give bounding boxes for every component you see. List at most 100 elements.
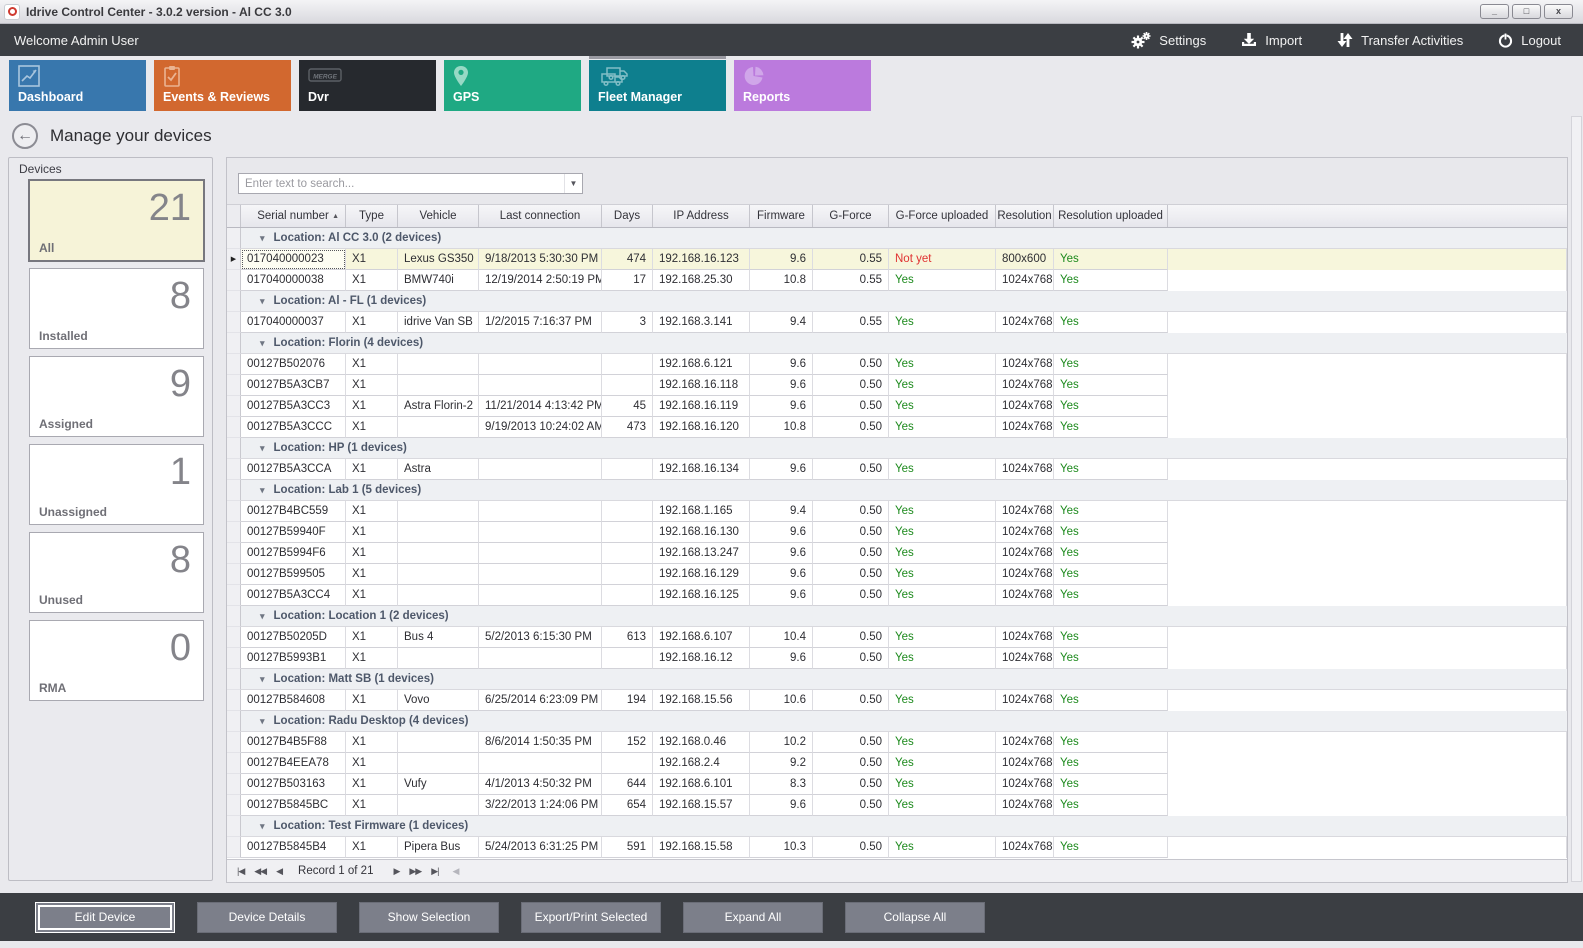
sidebar-card-rma[interactable]: 0 RMA <box>29 620 204 701</box>
pager-prev-icon[interactable]: ◀ <box>276 865 283 876</box>
collapse-group-icon[interactable]: ▾ <box>260 337 265 348</box>
row-filler <box>1168 627 1567 648</box>
device-row[interactable]: 00127B584608 X1 Vovo 6/25/2014 6:23:09 PM 19… <box>227 690 1567 711</box>
device-row[interactable]: 00127B5A3CCA X1 Astra 192.168.16.134 9.6 0.50… <box>227 459 1567 480</box>
device-row[interactable]: 00127B50205D X1 Bus 4 5/2/2013 6:15:30 PM 61… <box>227 627 1567 648</box>
expand-all-button[interactable]: Expand All <box>683 901 823 933</box>
column-header-last-connection[interactable]: Last connection <box>479 205 602 227</box>
collapse-group-icon[interactable]: ▾ <box>260 442 265 453</box>
cell-resolution: 1024x768 <box>996 564 1054 585</box>
group-row[interactable]: ▾ Location: Al CC 3.0 (2 devices) <box>227 228 1567 249</box>
collapse-group-icon[interactable]: ▾ <box>260 673 265 684</box>
collapse-group-icon[interactable]: ▾ <box>260 484 265 495</box>
edit-device-button[interactable]: Edit Device <box>35 901 175 933</box>
group-row[interactable]: ▾ Location: Test Firmware (1 devices) <box>227 816 1567 837</box>
device-row[interactable]: 00127B503163 X1 Vufy 4/1/2013 4:50:32 PM 644… <box>227 774 1567 795</box>
group-row[interactable]: ▾ Location: Matt SB (1 devices) <box>227 669 1567 690</box>
device-row[interactable]: 017040000037 X1 idrive Van SB 1/2/2015 7:16… <box>227 312 1567 333</box>
sidebar-card-installed[interactable]: 8 Installed <box>29 268 204 349</box>
device-row[interactable]: 00127B4BC559 X1 192.168.1.165 9.4 0.50 Yes 102… <box>227 501 1567 522</box>
device-row[interactable]: 00127B502076 X1 192.168.6.121 9.6 0.50 Yes 102… <box>227 354 1567 375</box>
column-header-type[interactable]: Type <box>346 205 398 227</box>
cell-days <box>602 522 653 543</box>
device-details-button[interactable]: Device Details <box>197 901 337 933</box>
tab-events-reviews[interactable]: Events & Reviews <box>154 60 291 111</box>
tab-dvr[interactable]: MERGE Dvr <box>299 60 436 111</box>
cell-g-force: 0.55 <box>813 249 889 270</box>
cell-resolution-uploaded: Yes <box>1054 690 1168 711</box>
cell-firmware: 9.4 <box>750 312 813 333</box>
transfer-activities-button[interactable]: Transfer Activities <box>1336 31 1463 49</box>
column-header-resolution-uploaded[interactable]: Resolution uploaded <box>1054 205 1168 227</box>
logout-button[interactable]: Logout <box>1497 32 1561 49</box>
tab-gps[interactable]: GPS <box>444 60 581 111</box>
column-header-g-force[interactable]: G-Force <box>813 205 889 227</box>
tab-reports[interactable]: Reports <box>734 60 871 111</box>
device-row[interactable]: 00127B5A3CC4 X1 192.168.16.125 9.6 0.50 Yes 10… <box>227 585 1567 606</box>
cell-g-force-uploaded: Yes <box>889 690 996 711</box>
column-header-g-force-uploaded[interactable]: G-Force uploaded <box>889 205 996 227</box>
pager-last-icon[interactable]: ▶| <box>431 865 439 876</box>
device-row[interactable]: 00127B59940F X1 192.168.16.130 9.6 0.50 Yes 10… <box>227 522 1567 543</box>
import-button[interactable]: Import <box>1240 31 1302 49</box>
row-indicator-cell <box>227 396 241 417</box>
column-header-vehicle[interactable]: Vehicle <box>398 205 479 227</box>
back-button[interactable]: ← <box>12 123 38 149</box>
device-row[interactable]: 00127B5993B1 X1 192.168.16.12 9.6 0.50 Yes 102… <box>227 648 1567 669</box>
search-dropdown-arrow-icon[interactable]: ▼ <box>564 174 582 193</box>
cell-last-connection <box>479 648 602 669</box>
collapse-group-icon[interactable]: ▾ <box>260 232 265 243</box>
device-row[interactable]: 00127B4B5F88 X1 8/6/2014 1:50:35 PM 152 192.… <box>227 732 1567 753</box>
settings-button[interactable]: Settings <box>1130 31 1206 49</box>
collapse-group-icon[interactable]: ▾ <box>260 820 265 831</box>
column-header-ip-address[interactable]: IP Address <box>653 205 750 227</box>
column-header-firmware[interactable]: Firmware <box>750 205 813 227</box>
device-row[interactable]: 00127B599505 X1 192.168.16.129 9.6 0.50 Yes 10… <box>227 564 1567 585</box>
sidebar-card-assigned[interactable]: 9 Assigned <box>29 356 204 437</box>
tab-dashboard[interactable]: Dashboard <box>9 60 146 111</box>
pager-hscroll-icon[interactable]: ◀ <box>452 865 460 876</box>
group-row[interactable]: ▾ Location: Location 1 (2 devices) <box>227 606 1567 627</box>
group-row[interactable]: ▾ Location: Al - FL (1 devices) <box>227 291 1567 312</box>
device-row[interactable]: 00127B5994F6 X1 192.168.13.247 9.6 0.50 Yes 10… <box>227 543 1567 564</box>
device-row[interactable]: 00127B5845B4 X1 Pipera Bus 5/24/2013 6:31:2… <box>227 837 1567 858</box>
collapse-group-icon[interactable]: ▾ <box>260 715 265 726</box>
cell-firmware: 9.6 <box>750 354 813 375</box>
device-row[interactable]: 017040000038 X1 BMW740i 12/19/2014 2:50:19 … <box>227 270 1567 291</box>
group-row[interactable]: ▾ Location: Radu Desktop (4 devices) <box>227 711 1567 732</box>
pager-first-icon[interactable]: |◀ <box>237 865 245 876</box>
pager-next-page-icon[interactable]: ▶▶ <box>409 865 422 876</box>
tab-fleet-manager[interactable]: Fleet Manager <box>589 60 726 111</box>
collapse-group-icon[interactable]: ▾ <box>260 295 265 306</box>
collapse-all-button[interactable]: Collapse All <box>845 901 985 933</box>
device-row[interactable]: 00127B4EEA78 X1 192.168.2.4 9.2 0.50 Yes 1024x… <box>227 753 1567 774</box>
sidebar-card-unassigned[interactable]: 1 Unassigned <box>29 444 204 525</box>
row-indicator-cell <box>227 711 241 732</box>
pager-prev-page-icon[interactable]: ◀◀ <box>254 865 267 876</box>
close-button[interactable]: x <box>1544 4 1573 19</box>
sidebar-card-unused[interactable]: 8 Unused <box>29 532 204 613</box>
device-row[interactable]: 00127B5845BC X1 3/22/2013 1:24:06 PM 654 192… <box>227 795 1567 816</box>
maximize-button[interactable]: □ <box>1512 4 1541 19</box>
device-row[interactable]: 00127B5A3CB7 X1 192.168.16.118 9.6 0.50 Yes 10… <box>227 375 1567 396</box>
top-toolbar: Welcome Admin User Settings Import Transfe… <box>0 24 1583 56</box>
device-row[interactable]: 00127B5A3CC3 X1 Astra Florin-2 11/21/2014 4… <box>227 396 1567 417</box>
cell-resolution: 1024x768 <box>996 648 1054 669</box>
device-row[interactable]: ▶ 017040000023 X1 Lexus GS350 9/18/2013 5:30… <box>227 249 1567 270</box>
column-header-resolution[interactable]: Resolution <box>996 205 1054 227</box>
collapse-group-icon[interactable]: ▾ <box>260 610 265 621</box>
minimize-button[interactable]: _ <box>1480 4 1509 19</box>
group-row[interactable]: ▾ Location: HP (1 devices) <box>227 438 1567 459</box>
vertical-scrollbar[interactable] <box>1571 116 1582 882</box>
column-header-days[interactable]: Days <box>602 205 653 227</box>
sidebar-card-all[interactable]: 21 All <box>28 179 205 262</box>
group-row[interactable]: ▾ Location: Lab 1 (5 devices) <box>227 480 1567 501</box>
group-row[interactable]: ▾ Location: Florin (4 devices) <box>227 333 1567 354</box>
export-print-selected-button[interactable]: Export/Print Selected <box>521 901 661 933</box>
show-selection-button[interactable]: Show Selection <box>359 901 499 933</box>
pager-next-icon[interactable]: ▶ <box>393 865 400 876</box>
cell-resolution-uploaded: Yes <box>1054 774 1168 795</box>
device-row[interactable]: 00127B5A3CCC X1 9/19/2013 10:24:02 AM 473 19… <box>227 417 1567 438</box>
column-header-serial-number[interactable]: Serial number ▲ <box>241 205 346 227</box>
search-input[interactable] <box>239 174 564 193</box>
